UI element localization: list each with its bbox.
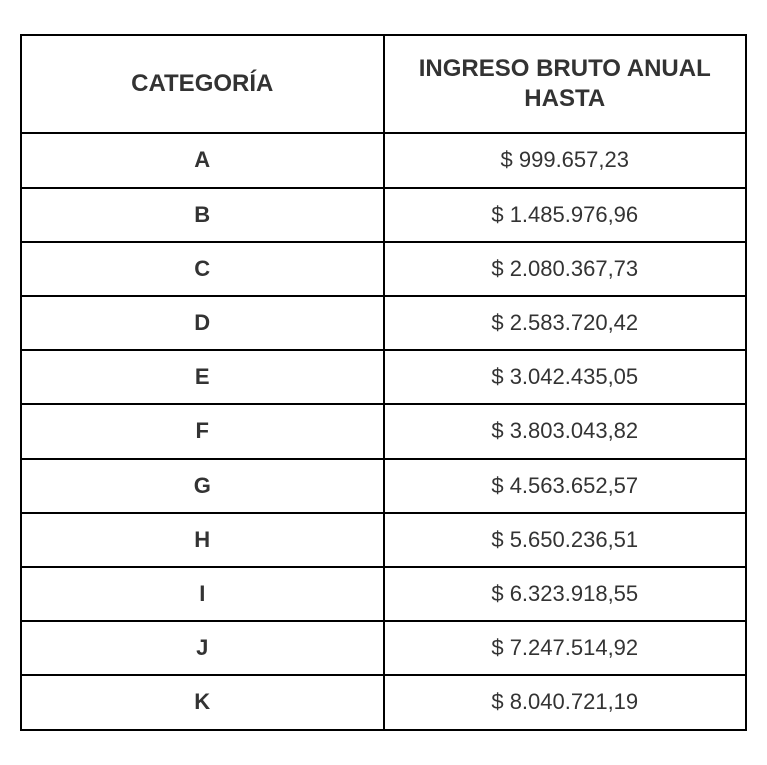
column-header-income: INGRESO BRUTO ANUAL HASTA	[384, 35, 747, 133]
table-row: D $ 2.583.720,42	[21, 296, 746, 350]
amount-cell: $ 1.485.976,96	[384, 188, 747, 242]
table-row: C $ 2.080.367,73	[21, 242, 746, 296]
category-cell: J	[21, 621, 384, 675]
category-cell: C	[21, 242, 384, 296]
category-cell: B	[21, 188, 384, 242]
amount-cell: $ 3.042.435,05	[384, 350, 747, 404]
amount-cell: $ 6.323.918,55	[384, 567, 747, 621]
column-header-category: CATEGORÍA	[21, 35, 384, 133]
amount-cell: $ 2.583.720,42	[384, 296, 747, 350]
amount-cell: $ 999.657,23	[384, 133, 747, 187]
table-row: E $ 3.042.435,05	[21, 350, 746, 404]
table-row: I $ 6.323.918,55	[21, 567, 746, 621]
table-row: A $ 999.657,23	[21, 133, 746, 187]
amount-cell: $ 8.040.721,19	[384, 675, 747, 729]
category-cell: F	[21, 404, 384, 458]
category-income-table: CATEGORÍA INGRESO BRUTO ANUAL HASTA A $ …	[20, 34, 747, 730]
table-row: J $ 7.247.514,92	[21, 621, 746, 675]
category-cell: K	[21, 675, 384, 729]
category-cell: A	[21, 133, 384, 187]
category-income-table-container: CATEGORÍA INGRESO BRUTO ANUAL HASTA A $ …	[20, 34, 747, 730]
category-cell: H	[21, 513, 384, 567]
amount-cell: $ 7.247.514,92	[384, 621, 747, 675]
category-cell: E	[21, 350, 384, 404]
table-row: H $ 5.650.236,51	[21, 513, 746, 567]
category-cell: G	[21, 459, 384, 513]
category-cell: I	[21, 567, 384, 621]
table-header-row: CATEGORÍA INGRESO BRUTO ANUAL HASTA	[21, 35, 746, 133]
table-row: F $ 3.803.043,82	[21, 404, 746, 458]
amount-cell: $ 5.650.236,51	[384, 513, 747, 567]
category-cell: D	[21, 296, 384, 350]
amount-cell: $ 4.563.652,57	[384, 459, 747, 513]
table-row: K $ 8.040.721,19	[21, 675, 746, 729]
table-row: G $ 4.563.652,57	[21, 459, 746, 513]
table-row: B $ 1.485.976,96	[21, 188, 746, 242]
amount-cell: $ 3.803.043,82	[384, 404, 747, 458]
amount-cell: $ 2.080.367,73	[384, 242, 747, 296]
